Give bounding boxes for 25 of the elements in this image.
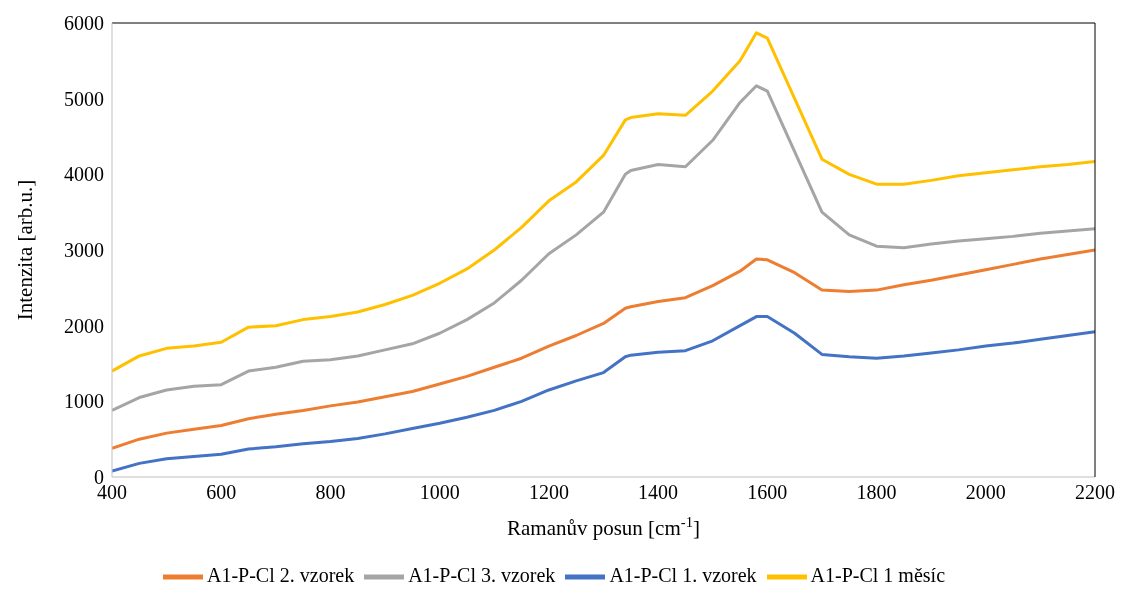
x-tick-label: 1800 <box>856 481 897 504</box>
y-axis-title: Intenzita [arb.u.] <box>13 179 37 321</box>
y-tick-label: 5000 <box>64 87 104 110</box>
y-tick-label: 2000 <box>64 314 104 337</box>
line-series <box>112 84 1095 412</box>
y-tick-label: 3000 <box>64 239 104 262</box>
x-tick-label: 800 <box>315 481 346 504</box>
legend-label: A1-P-Cl 1 měsíc <box>810 563 946 586</box>
y-tick-label: 4000 <box>64 163 104 186</box>
x-tick-label: 1400 <box>638 481 679 504</box>
x-tick-label: 2200 <box>1075 481 1115 504</box>
y-tick-label: 6000 <box>64 12 104 35</box>
x-axis-title: Ramanův posun [cm$^{-1}$] <box>506 514 701 540</box>
legend-label: A1-P-Cl 1. vzorek <box>609 563 757 586</box>
x-tick-label: 1200 <box>528 481 569 504</box>
x-tick-label: 1000 <box>419 481 460 504</box>
line-series <box>112 315 1095 473</box>
x-tick-label: 2000 <box>965 481 1006 504</box>
legend-label: A1-P-Cl 3. vzorek <box>408 563 556 586</box>
line-series <box>112 31 1095 373</box>
x-tick-label: 600 <box>206 481 237 504</box>
legend-label: A1-P-Cl 2. vzorek <box>206 563 355 586</box>
y-tick-label: 1000 <box>64 390 104 413</box>
x-tick-label: 1600 <box>747 481 788 504</box>
line-series <box>112 248 1095 450</box>
